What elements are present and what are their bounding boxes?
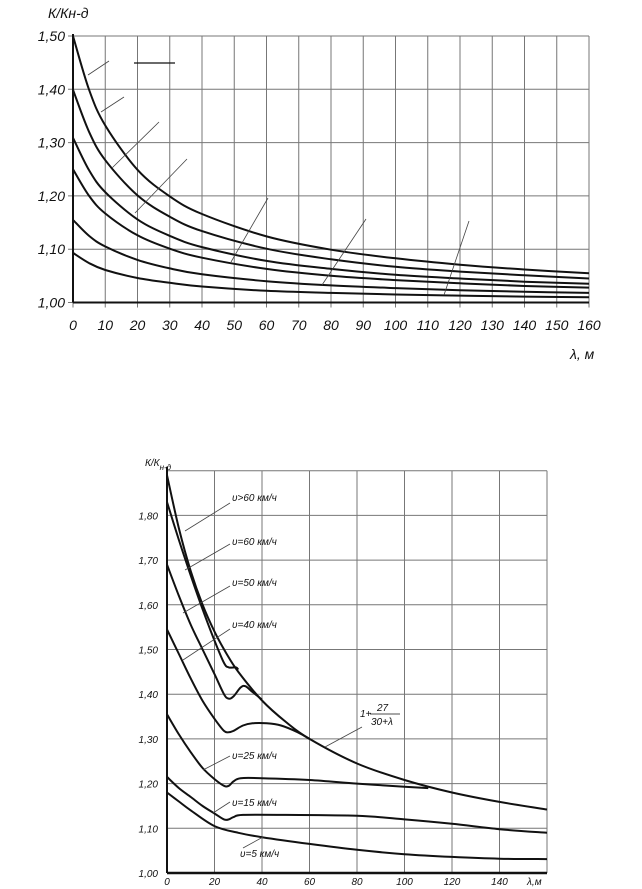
x-tick-label: 100 bbox=[396, 877, 413, 888]
y-tick-label: 1,10 bbox=[139, 824, 159, 835]
x-tick-label: 0 bbox=[69, 317, 77, 333]
formula-label: 1+ 27 30+λ bbox=[360, 703, 400, 728]
series-line-curve-2 bbox=[72, 89, 590, 280]
x-tick-label: 20 bbox=[129, 317, 146, 333]
series-label: υ=5 км/ч bbox=[240, 849, 279, 860]
leader-line bbox=[111, 121, 160, 169]
x-tick-label: 40 bbox=[256, 877, 268, 888]
x-tick-label: 40 bbox=[194, 317, 210, 333]
x-tick-label: 80 bbox=[323, 317, 339, 333]
series-label: υ>60 км/ч bbox=[232, 493, 277, 504]
x-tick-label: 150 bbox=[545, 317, 569, 333]
series-line-curve-6 bbox=[72, 252, 590, 299]
series-label: υ=15 км/ч bbox=[232, 798, 277, 809]
x-tick-label: 50 bbox=[226, 317, 242, 333]
leader-line bbox=[182, 628, 231, 661]
y-tick-label: 1,00 bbox=[139, 869, 159, 880]
bottom-chart-curves bbox=[166, 474, 548, 861]
y-tick-label: 1,40 bbox=[139, 690, 159, 701]
bottom-chart-grid: 0 20 40 60 80 100 120 140 1,00 1,10 1,20 1,30 1,40 1,… bbox=[139, 466, 548, 888]
series-label: υ=50 км/ч bbox=[232, 578, 277, 589]
y-tick-label: 1,50 bbox=[139, 646, 159, 657]
top-x-axis-label: λ, м bbox=[569, 346, 595, 362]
series-line-curve-1 bbox=[72, 35, 590, 275]
leader-line bbox=[324, 726, 363, 748]
leader-line bbox=[184, 543, 231, 571]
x-tick-label: 60 bbox=[304, 877, 316, 888]
x-tick-label: 30 bbox=[162, 317, 178, 333]
x-tick-label: 70 bbox=[291, 317, 307, 333]
x-tick-label: 120 bbox=[444, 877, 461, 888]
leader-line bbox=[321, 218, 367, 286]
y-tick-label: 1,60 bbox=[139, 601, 159, 612]
x-tick-label: 100 bbox=[384, 317, 408, 333]
x-tick-label: 110 bbox=[417, 317, 440, 333]
formula-denominator: 30+λ bbox=[371, 717, 393, 728]
top-chart-leader-lines bbox=[87, 60, 470, 296]
leader-line bbox=[242, 836, 264, 849]
leader-line bbox=[212, 801, 231, 814]
y-tick-label: 1,30 bbox=[38, 135, 65, 151]
series-line bbox=[166, 776, 548, 834]
x-tick-label: 140 bbox=[491, 877, 508, 888]
bottom-y-axis-label: К/Кн-д bbox=[145, 458, 172, 472]
series-line-curve-4 bbox=[72, 168, 590, 289]
series-line bbox=[166, 564, 263, 701]
x-tick-label: 60 bbox=[259, 317, 275, 333]
series-line-curve-3 bbox=[72, 137, 590, 285]
leader-line bbox=[134, 158, 188, 214]
series-labels: υ>60 км/ч υ=60 км/ч υ=50 км/ч υ=40 км/ч … bbox=[182, 493, 400, 860]
series-label: υ=40 км/ч bbox=[232, 620, 277, 631]
leader-line bbox=[202, 755, 231, 771]
series-label: υ=25 км/ч bbox=[232, 751, 277, 762]
leader-line bbox=[182, 585, 231, 614]
y-tick-label: 1,50 bbox=[38, 28, 65, 44]
x-tick-label: 90 bbox=[355, 317, 371, 333]
leader-line bbox=[184, 502, 231, 532]
y-tick-label: 1,00 bbox=[38, 295, 65, 311]
formula-numerator: 27 bbox=[376, 703, 389, 714]
x-tick-label: 80 bbox=[351, 877, 363, 888]
series-line-curve-5 bbox=[72, 219, 590, 294]
y-tick-label: 1,40 bbox=[38, 81, 65, 97]
series-label: υ=60 км/ч bbox=[232, 537, 277, 548]
x-tick-label: 130 bbox=[481, 317, 505, 333]
y-tick-label: 1,70 bbox=[139, 556, 159, 567]
bottom-chart: 0 20 40 60 80 100 120 140 1,00 1,10 1,20 1,30 1,40 1,… bbox=[139, 458, 548, 888]
x-tick-label: 120 bbox=[448, 317, 472, 333]
top-chart-curves bbox=[72, 35, 590, 299]
y-tick-label: 1,30 bbox=[139, 735, 159, 746]
top-y-axis-label: К/Кн-д bbox=[48, 5, 89, 21]
leader-line bbox=[230, 197, 269, 263]
y-tick-label: 1,20 bbox=[38, 188, 65, 204]
y-tick-label: 1,10 bbox=[38, 241, 65, 257]
series-line bbox=[166, 474, 548, 811]
x-tick-label: 160 bbox=[577, 317, 601, 333]
series-line bbox=[166, 713, 429, 790]
top-chart-grid: 0 10 20 30 40 50 60 70 80 90 100 110 120 130 140 150 160… bbox=[38, 28, 601, 333]
x-tick-label: 20 bbox=[208, 877, 221, 888]
x-tick-label: 0 bbox=[164, 877, 170, 888]
leader-line bbox=[443, 220, 470, 296]
x-tick-label: 140 bbox=[513, 317, 537, 333]
series-line bbox=[166, 791, 548, 861]
y-tick-label: 1,80 bbox=[139, 511, 159, 522]
top-chart: 0 10 20 30 40 50 60 70 80 90 100 110 120 130 140 150 160… bbox=[38, 5, 601, 362]
formula-prefix: 1+ bbox=[360, 709, 372, 720]
leader-line bbox=[100, 96, 125, 113]
series-line bbox=[166, 628, 310, 740]
x-tick-label: 10 bbox=[97, 317, 113, 333]
bottom-x-axis-label: λ,м bbox=[526, 877, 542, 888]
y-tick-label: 1,20 bbox=[139, 780, 159, 791]
series-line bbox=[166, 501, 240, 671]
leader-line bbox=[87, 60, 110, 76]
